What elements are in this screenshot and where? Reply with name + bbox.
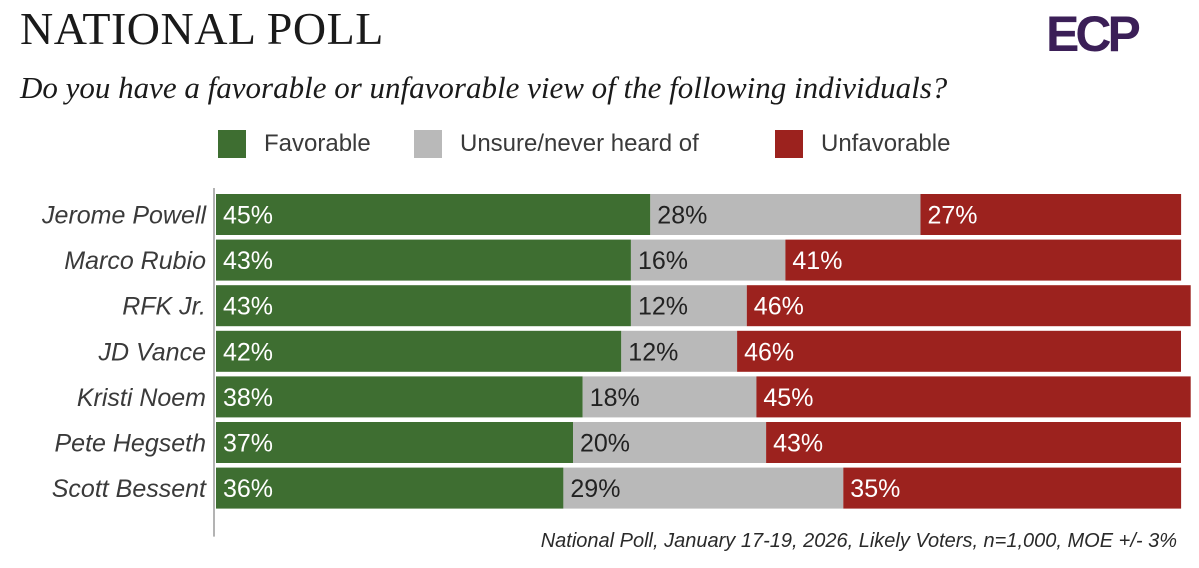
category-label-kristi-noem: Kristi Noem [77,384,206,412]
legend-item-unsure: Unsure/never heard of [414,130,699,158]
data-label-unfavorable-jerome-powell: 27% [928,202,978,230]
bar-unsure-marco-rubio [631,239,786,281]
bar-unsure-scott-bessent [563,467,844,509]
data-label-unfavorable-marco-rubio: 41% [792,247,842,275]
data-label-unsure-scott-bessent: 29% [570,475,620,503]
bar-favorable-jerome-powell [216,194,651,235]
bar-unfavorable-pete-hegseth [766,422,1181,463]
data-label-unfavorable-kristi-noem: 45% [763,384,813,412]
data-label-unsure-marco-rubio: 16% [638,247,688,275]
category-label-jd-vance: JD Vance [98,338,206,366]
bar-favorable-kristi-noem [216,376,583,418]
bar-favorable-scott-bessent [216,467,564,509]
data-label-unsure-jerome-powell: 28% [657,202,707,230]
data-label-favorable-rfk-jr: 43% [223,293,273,321]
data-label-favorable-marco-rubio: 43% [223,247,273,275]
legend-swatch-favorable [218,130,246,158]
data-label-unsure-rfk-jr: 12% [638,293,688,321]
legend-swatch-unsure [414,130,442,158]
data-label-unfavorable-pete-hegseth: 43% [773,430,823,458]
bar-unsure-pete-hegseth [573,422,766,463]
bar-unfavorable-kristi-noem [756,376,1191,418]
bar-unsure-rfk-jr [631,285,747,327]
data-label-favorable-scott-bessent: 36% [223,475,273,503]
legend-label-unsure: Unsure/never heard of [460,130,699,157]
bar-unfavorable-rfk-jr [746,285,1191,327]
data-label-unsure-jd-vance: 12% [628,338,678,366]
data-label-unfavorable-jd-vance: 46% [744,338,794,366]
bar-favorable-marco-rubio [216,239,631,281]
data-label-favorable-jd-vance: 42% [223,338,273,366]
bar-favorable-pete-hegseth [216,422,574,463]
data-label-unsure-kristi-noem: 18% [590,384,640,412]
data-label-unfavorable-rfk-jr: 46% [754,293,804,321]
legend-swatch-unfavorable [775,130,803,158]
legend-item-unfavorable: Unfavorable [775,130,950,158]
legend-item-favorable: Favorable [218,130,371,158]
data-label-unfavorable-scott-bessent: 35% [850,475,900,503]
category-label-scott-bessent: Scott Bessent [52,475,207,503]
ecp-logo: ECP [1046,6,1143,58]
bar-favorable-jd-vance [216,330,622,372]
chart-question: Do you have a favorable or unfavorable v… [20,70,948,105]
legend-label-favorable: Favorable [264,130,371,157]
category-label-jerome-powell: Jerome Powell [41,202,207,230]
source-caption: National Poll, January 17-19, 2026, Like… [540,530,1177,552]
data-label-favorable-jerome-powell: 45% [223,202,273,230]
bar-unfavorable-jd-vance [737,330,1181,372]
bar-favorable-rfk-jr [216,285,631,327]
data-label-favorable-pete-hegseth: 37% [223,430,273,458]
data-label-favorable-kristi-noem: 38% [223,384,273,412]
bar-unsure-jd-vance [621,330,738,372]
category-label-rfk-jr: RFK Jr. [122,293,206,321]
bar-unsure-kristi-noem [582,376,757,418]
page-title: NATIONAL POLL [20,3,384,54]
bar-unfavorable-jerome-powell [920,194,1182,235]
category-label-pete-hegseth: Pete Hegseth [55,430,207,458]
logo-text: ECP [1046,6,1139,58]
bar-unfavorable-scott-bessent [843,467,1182,509]
data-label-unsure-pete-hegseth: 20% [580,430,630,458]
category-label-marco-rubio: Marco Rubio [64,247,206,275]
bar-unfavorable-marco-rubio [785,239,1182,281]
bar-unsure-jerome-powell [650,194,921,235]
legend-label-unfavorable: Unfavorable [821,130,951,157]
